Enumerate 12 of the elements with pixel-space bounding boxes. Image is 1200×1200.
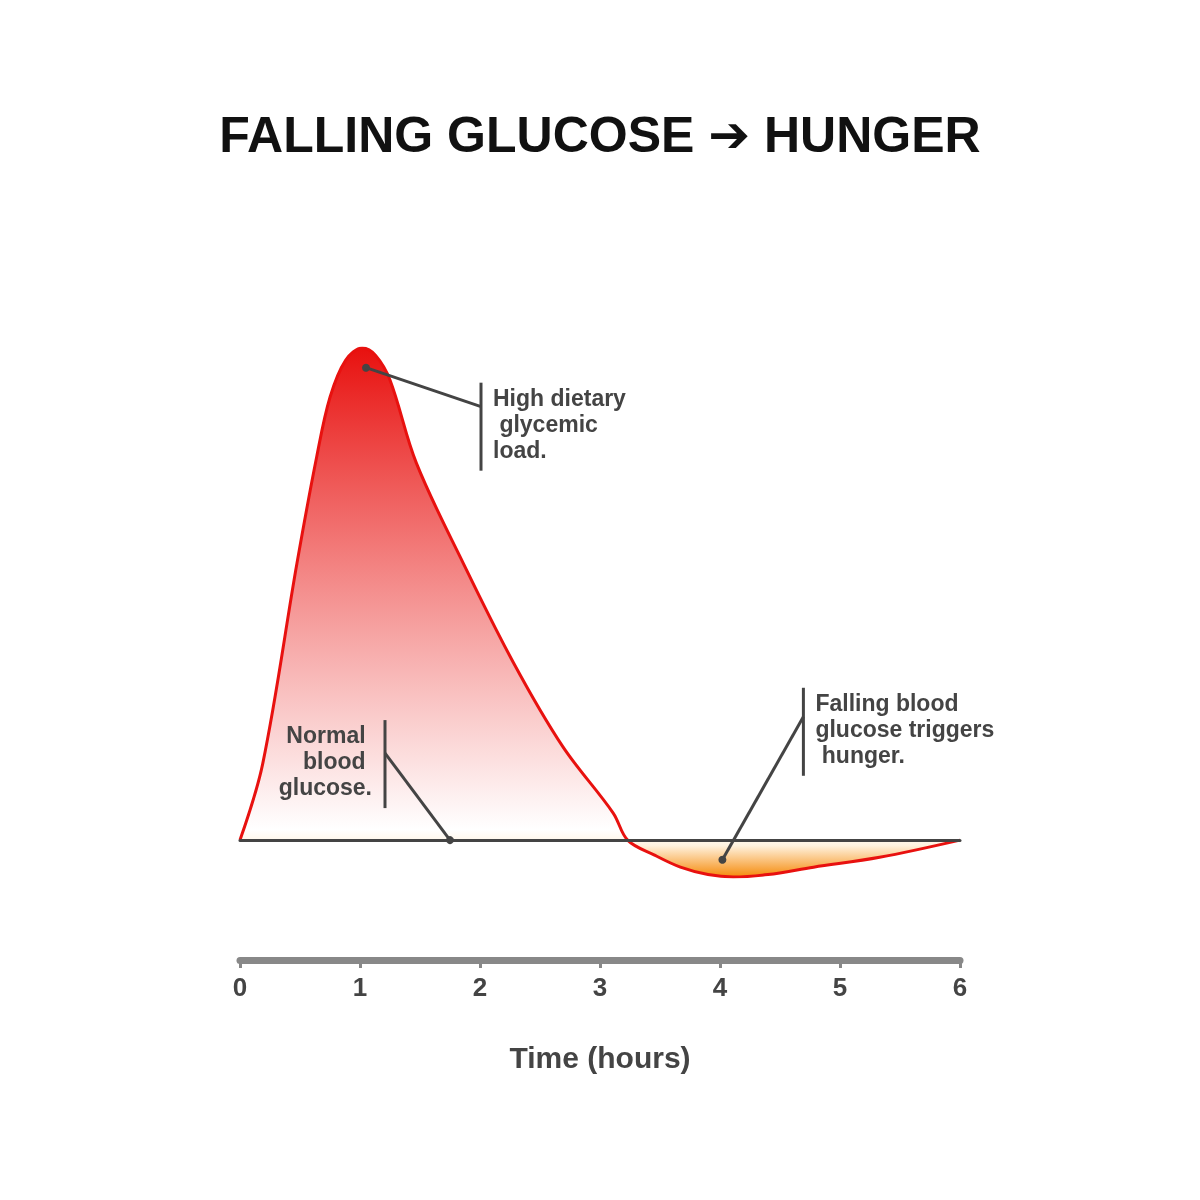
annotation: High dietary glycemic load.: [493, 384, 627, 463]
x-tick-label: 3: [592, 972, 608, 1002]
x-tick-label: 4: [712, 972, 728, 1002]
x-axis-title: Time (hours): [509, 1040, 691, 1074]
x-tick-label: 1: [352, 972, 368, 1002]
annotation: Falling blood glucose triggers hunger.: [815, 689, 995, 768]
x-tick-label: 5: [832, 972, 848, 1002]
chart-title: FALLING GLUCOSE ➔ HUNGER: [219, 107, 981, 163]
x-tick-label: 6: [952, 972, 968, 1002]
x-tick-label: 2: [472, 972, 488, 1002]
annotation: Normal blood glucose.: [278, 722, 372, 801]
x-tick-label: 0: [232, 972, 248, 1002]
